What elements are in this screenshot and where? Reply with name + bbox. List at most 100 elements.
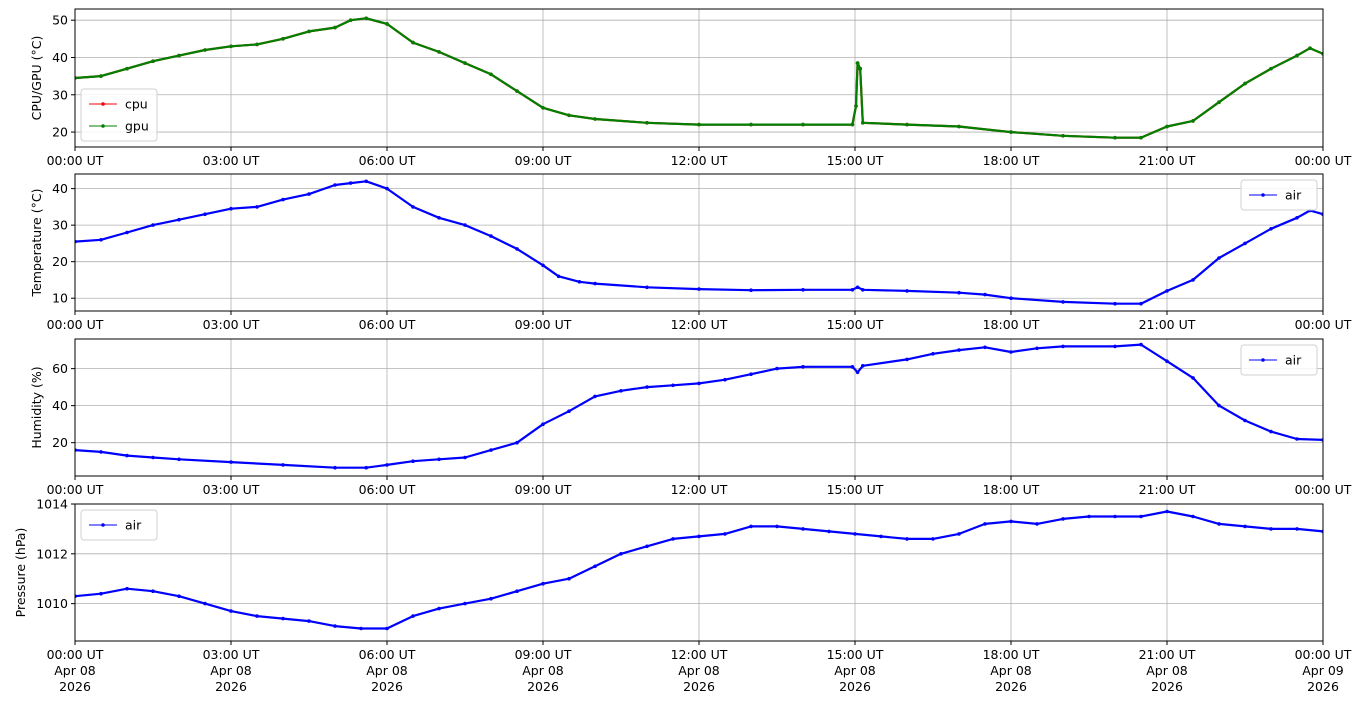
data-point: [385, 22, 389, 26]
x-tick-label: 21:00 UT: [1139, 647, 1196, 662]
x-date-label: 2026: [59, 679, 91, 694]
data-point: [151, 59, 155, 63]
data-point: [411, 205, 415, 209]
series-gpu: [75, 16, 1323, 140]
data-point: [1295, 527, 1299, 531]
data-point: [697, 287, 701, 291]
x-tick-label: 03:00 UT: [203, 482, 260, 497]
data-point: [1269, 527, 1273, 531]
x-tick-label: 12:00 UT: [671, 647, 728, 662]
data-point: [125, 586, 129, 591]
y-tick-label: 20: [52, 254, 68, 269]
data-point: [879, 534, 883, 539]
data-point: [1061, 344, 1065, 349]
data-point: [463, 61, 467, 65]
data-point: [1295, 437, 1299, 441]
data-point: [229, 609, 233, 613]
data-point: [281, 616, 285, 621]
x-date-label: Apr 09: [1302, 663, 1344, 678]
data-point: [861, 288, 865, 292]
data-point: [905, 289, 909, 293]
data-point: [125, 230, 129, 235]
legend-box: [80, 509, 158, 541]
data-point: [593, 281, 597, 286]
x-tick-label: 03:00 UT: [203, 153, 260, 168]
data-point: [411, 614, 415, 618]
x-date-label: Apr 08: [834, 663, 876, 678]
y-tick-label: 30: [52, 87, 68, 102]
data-point: [1113, 344, 1117, 349]
data-point: [541, 263, 545, 268]
data-point: [151, 455, 155, 460]
data-point: [1009, 519, 1013, 524]
data-point: [1217, 522, 1221, 526]
x-date-label: 2026: [371, 679, 403, 694]
data-point: [203, 601, 207, 606]
legend: air: [1240, 344, 1318, 376]
data-point: [858, 66, 862, 71]
data-point: [827, 529, 831, 534]
x-date-label: Apr 08: [522, 663, 564, 678]
data-point: [489, 448, 493, 452]
x-tick-label: 09:00 UT: [515, 482, 572, 497]
data-point: [1061, 134, 1065, 138]
data-point: [281, 37, 285, 41]
x-tick-label: 00:00 UT: [47, 647, 104, 662]
data-point: [556, 274, 561, 279]
data-point: [1295, 53, 1299, 58]
x-date-label: 2026: [215, 679, 247, 694]
data-point: [463, 223, 467, 227]
y-tick-label: 20: [52, 125, 68, 140]
data-point: [1243, 418, 1247, 423]
data-point: [697, 122, 701, 127]
data-point: [99, 450, 103, 454]
x-tick-label: 03:00 UT: [203, 317, 260, 332]
data-point: [957, 348, 961, 352]
data-point: [99, 238, 103, 242]
data-point: [348, 181, 353, 185]
x-tick-label: 21:00 UT: [1139, 317, 1196, 332]
data-point: [855, 285, 860, 290]
data-point: [1113, 135, 1117, 140]
x-date-label: 2026: [527, 679, 559, 694]
chart-panel-2: 00:00 UT 03:00 UT 06:00 UT 09:00 UT 12:00 UT…: [29, 173, 1352, 332]
data-point: [1217, 256, 1221, 260]
data-point: [775, 524, 779, 529]
x-tick-label: 00:00 UT: [1295, 647, 1352, 662]
x-tick-label: 18:00 UT: [983, 647, 1040, 662]
data-point: [437, 50, 441, 54]
x-tick-label: 06:00 UT: [359, 482, 416, 497]
data-point: [364, 465, 369, 470]
data-point: [723, 532, 727, 536]
data-point: [1191, 376, 1195, 380]
legend-swatch-marker: [101, 124, 105, 128]
x-date-label: 2026: [995, 679, 1027, 694]
legend-box: [80, 88, 158, 142]
x-tick-label: 06:00 UT: [359, 153, 416, 168]
data-point: [850, 288, 855, 292]
x-tick-label: 15:00 UT: [827, 153, 884, 168]
x-date-label: Apr 08: [678, 663, 720, 678]
legend-label-air: air: [1285, 188, 1302, 203]
data-point: [99, 74, 103, 78]
data-point: [855, 370, 860, 375]
data-point: [775, 366, 779, 371]
x-tick-label: 09:00 UT: [515, 153, 572, 168]
legend-label-air: air: [125, 518, 142, 533]
data-point: [1269, 66, 1273, 71]
data-point: [905, 357, 909, 362]
data-point: [749, 122, 753, 127]
data-point: [203, 48, 207, 52]
data-point: [281, 463, 285, 467]
legend-label-air: air: [1285, 353, 1302, 368]
chart-panel-1: 00:00 UT 03:00 UT 06:00 UT 09:00 UT 12:00 UT…: [29, 8, 1352, 168]
data-point: [463, 455, 467, 460]
data-point: [364, 16, 369, 21]
series-air: [75, 509, 1323, 631]
series-air: [75, 342, 1323, 470]
data-point: [333, 25, 337, 30]
data-point: [385, 626, 389, 631]
x-tick-label: 03:00 UT: [203, 647, 260, 662]
data-point: [801, 122, 805, 127]
